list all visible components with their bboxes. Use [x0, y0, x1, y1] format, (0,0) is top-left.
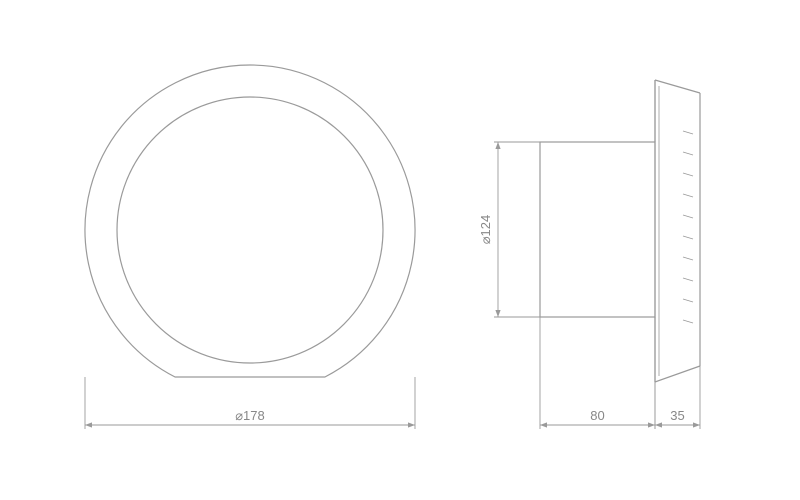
louver: [683, 320, 693, 323]
side-view: [540, 80, 700, 382]
louver: [683, 299, 693, 302]
louver: [683, 152, 693, 155]
dimension-label: 80: [590, 408, 604, 423]
flange-bottom: [655, 366, 700, 382]
louver: [683, 194, 693, 197]
louver: [683, 173, 693, 176]
dimensions: ⌀178 ⌀124 80 35: [85, 142, 700, 429]
dimension-label: 35: [670, 408, 684, 423]
louver: [683, 257, 693, 260]
side-body: [540, 142, 655, 317]
front-outer-ring: [85, 65, 415, 377]
dimension-label: ⌀124: [478, 215, 493, 245]
flange-top: [655, 80, 700, 93]
louver: [683, 131, 693, 134]
front-view: [85, 65, 415, 377]
dimension-label: ⌀178: [235, 408, 265, 423]
louver: [683, 278, 693, 281]
louver: [683, 236, 693, 239]
technical-drawing: ⌀178 ⌀124 80 35: [0, 0, 800, 500]
louver: [683, 215, 693, 218]
front-inner-ring: [117, 97, 383, 363]
